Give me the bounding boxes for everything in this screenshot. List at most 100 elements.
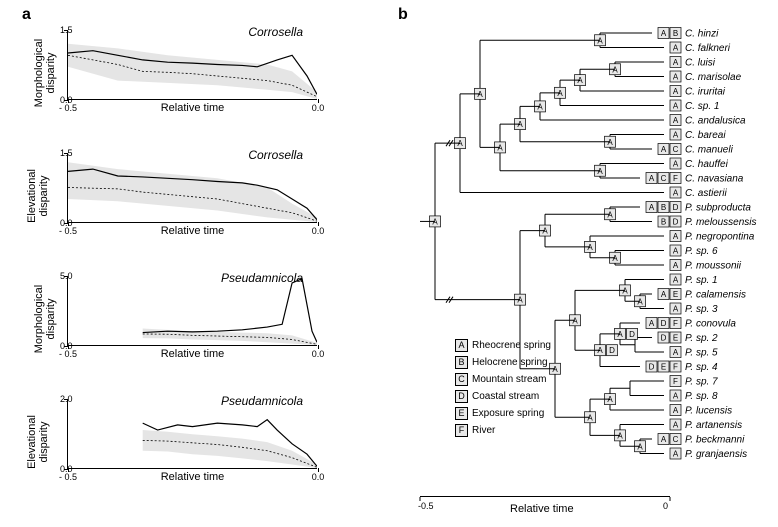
legend-label: Rheocrene spring (472, 337, 551, 354)
svg-text:A: A (673, 450, 679, 459)
legend-item-F: F River (455, 422, 551, 439)
svg-text:C. hinzi: C. hinzi (685, 29, 719, 40)
svg-text:A: A (673, 232, 679, 241)
svg-text:C. sp. 1: C. sp. 1 (685, 101, 719, 112)
chart-y-label: Elevationaldisparity (26, 415, 50, 469)
panel-b-label: b (398, 6, 408, 24)
svg-text:C. luisi: C. luisi (685, 58, 716, 69)
svg-text:P. granjaensis: P. granjaensis (685, 449, 747, 460)
svg-text:C: C (673, 435, 679, 444)
chart-y-label: Elevationaldisparity (26, 169, 50, 223)
svg-text:P. sp. 5: P. sp. 5 (685, 348, 718, 359)
svg-text:A: A (673, 348, 679, 357)
svg-text:C. navasiana: C. navasiana (685, 174, 744, 185)
xtick: 0.0 (312, 103, 325, 113)
svg-text:D: D (673, 218, 679, 227)
xtick: 0.0 (312, 472, 325, 482)
svg-text:P. artanensis: P. artanensis (685, 420, 742, 431)
svg-text:F: F (673, 377, 678, 386)
svg-text:C. hauffei: C. hauffei (685, 159, 729, 170)
svg-text:P. calamensis: P. calamensis (685, 290, 746, 301)
chart-plot-area: 0.01.5 - 0.50.0 Relative time (67, 30, 317, 100)
svg-text:P. sp. 6: P. sp. 6 (685, 246, 718, 257)
chart-y-label: Morphologicaldisparity (33, 38, 57, 106)
svg-text:P. lucensis: P. lucensis (685, 406, 732, 417)
svg-text:B: B (661, 203, 666, 212)
legend-box: E (455, 407, 468, 420)
svg-text:E: E (661, 363, 666, 372)
svg-text:A: A (649, 203, 655, 212)
svg-text:E: E (673, 334, 678, 343)
legend-label: Mountain stream (472, 371, 546, 388)
legend-label: Helocrene spring (472, 354, 548, 371)
svg-text:P. sp. 2: P. sp. 2 (685, 333, 718, 344)
disparity-chart-3: Elevationaldisparity Pseudamnicola 0.02.… (25, 394, 325, 489)
svg-text:E: E (673, 290, 678, 299)
svg-text:F: F (673, 319, 678, 328)
svg-text:D: D (661, 334, 667, 343)
svg-text:A: A (673, 421, 679, 430)
svg-text:A: A (673, 116, 679, 125)
chart-plot-area: 0.05.0 - 0.50.0 Relative time (67, 276, 317, 346)
svg-text:A: A (673, 102, 679, 111)
svg-text:D: D (673, 203, 679, 212)
chart-title: Corrosella (248, 25, 303, 39)
svg-text:A: A (649, 319, 655, 328)
legend-box: A (455, 339, 468, 352)
chart-plot-area: 0.01.5 - 0.50.0 Relative time (67, 153, 317, 223)
legend-label: Exposure spring (472, 405, 544, 422)
chart-svg (68, 30, 317, 99)
svg-text:C. iruritai: C. iruritai (685, 87, 726, 98)
svg-text:A: A (673, 261, 679, 270)
xtick: - 0.5 (59, 472, 77, 482)
svg-text:A: A (673, 189, 679, 198)
chart-plot-area: 0.02.0 - 0.50.0 Relative time (67, 399, 317, 469)
phylogeny-panel: ABC. hinziAC. falkneriAC. luisiAC. maris… (380, 25, 770, 515)
svg-text:P. sp. 4: P. sp. 4 (685, 362, 718, 373)
svg-text:C. falkneri: C. falkneri (685, 43, 731, 54)
svg-text:C: C (673, 145, 679, 154)
disparity-charts-container: Morphologicaldisparity Corrosella 0.01.5… (25, 25, 345, 489)
chart-title: Pseudamnicola (221, 271, 303, 285)
svg-text:A: A (673, 247, 679, 256)
phylogeny-x-axis (420, 496, 670, 497)
svg-text:D: D (649, 363, 655, 372)
svg-text:A: A (673, 131, 679, 140)
svg-text:C. bareai: C. bareai (685, 130, 726, 141)
svg-text:A: A (673, 406, 679, 415)
legend-item-D: DCoastal stream (455, 388, 551, 405)
svg-text:B: B (673, 29, 678, 38)
svg-text:P. moussonii: P. moussonii (685, 261, 742, 272)
svg-text:A: A (673, 392, 679, 401)
svg-text:P. sp. 7: P. sp. 7 (685, 377, 718, 388)
svg-text:F: F (673, 363, 678, 372)
chart-x-label: Relative time (161, 471, 225, 483)
svg-text:A: A (649, 174, 655, 183)
svg-text:A: A (673, 305, 679, 314)
legend-label: River (472, 422, 495, 439)
svg-text:P. beckmanni: P. beckmanni (685, 435, 745, 446)
svg-text:C: C (661, 174, 667, 183)
legend-box: C (455, 373, 468, 386)
svg-text:P. subproducta: P. subproducta (685, 203, 751, 214)
svg-text:C. manueli: C. manueli (685, 145, 734, 156)
svg-text:P. conovula: P. conovula (685, 319, 736, 330)
xtick: - 0.5 (59, 349, 77, 359)
legend-item-C: C Mountain stream (455, 371, 551, 388)
svg-text:A: A (661, 29, 667, 38)
svg-text:P. negropontina: P. negropontina (685, 232, 755, 243)
chart-title: Pseudamnicola (221, 394, 303, 408)
chart-svg (68, 399, 317, 468)
legend-item-A: A Rheocrene spring (455, 337, 551, 354)
legend-box: B (455, 356, 468, 369)
svg-text:C. marisolae: C. marisolae (685, 72, 742, 83)
legend-box: F (455, 424, 468, 437)
panel-a-label: a (22, 6, 31, 24)
svg-text:D: D (661, 319, 667, 328)
xtick: - 0.5 (59, 226, 77, 236)
svg-text:A: A (661, 435, 667, 444)
chart-svg (68, 153, 317, 222)
chart-x-label: Relative time (161, 102, 225, 114)
svg-text:P. sp. 1: P. sp. 1 (685, 275, 718, 286)
disparity-chart-0: Morphologicaldisparity Corrosella 0.01.5… (25, 25, 325, 120)
